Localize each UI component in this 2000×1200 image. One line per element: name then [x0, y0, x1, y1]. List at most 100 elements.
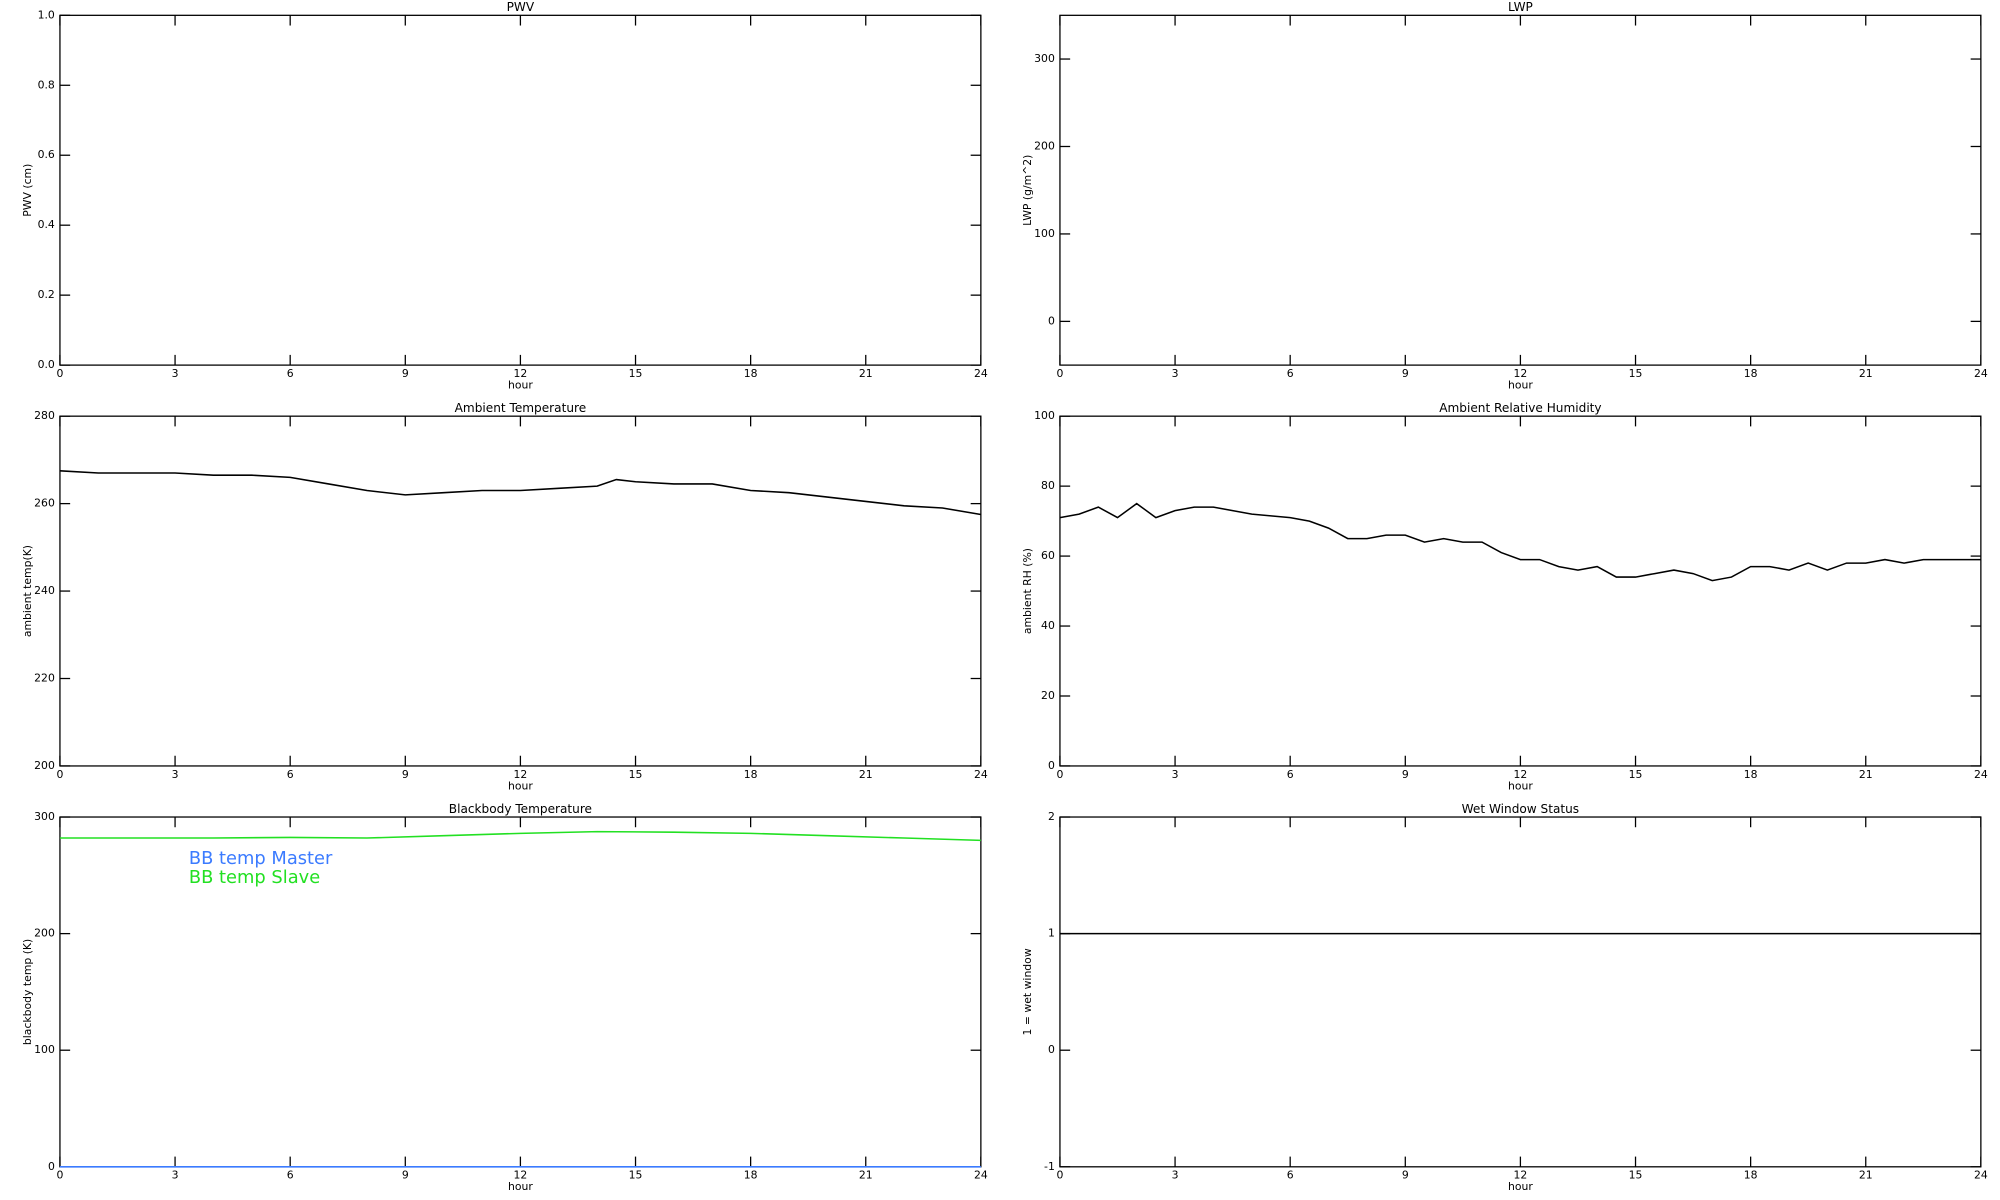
y-tick-label: 0	[1048, 759, 1055, 772]
panel: Blackbody Temperature hour blackbody temp …	[21, 802, 988, 1193]
x-tick-label: 0	[1057, 768, 1064, 781]
panel: Ambient Temperature hour ambient temp(K) 0 3…	[21, 401, 988, 792]
x-tick-label: 0	[57, 1169, 64, 1182]
x-tick-label: 15	[629, 768, 643, 781]
x-tick-label: 6	[1287, 367, 1294, 380]
x-tick-label: 18	[744, 768, 758, 781]
x-axis-label: hour	[508, 1180, 533, 1193]
y-tick-label: 1	[1048, 927, 1055, 940]
y-tick-label: 0	[1048, 1043, 1055, 1056]
x-tick-label: 3	[172, 768, 179, 781]
chart-title: Blackbody Temperature	[449, 802, 592, 816]
x-tick-label: 9	[1402, 768, 1409, 781]
x-tick-label: 21	[1859, 367, 1873, 380]
y-tick-label: 200	[34, 927, 55, 940]
y-axis-label: LWP (g/m^2)	[1021, 155, 1034, 226]
legend-entry: BB temp Master	[189, 848, 333, 869]
x-tick-label: 18	[744, 1169, 758, 1182]
x-tick-label: 0	[57, 367, 64, 380]
panel: PWV hour PWV (cm) 0 3 6 9 12 15 18 21 24 0.0 0.2 0.4 0.…	[21, 0, 988, 391]
x-axis-label: hour	[508, 379, 533, 392]
x-tick-label: 12	[514, 768, 528, 781]
x-axis-label: hour	[1508, 779, 1533, 792]
x-tick-label: 6	[1287, 1169, 1294, 1182]
x-tick-label: 24	[974, 1169, 988, 1182]
x-tick-label: 6	[287, 1169, 294, 1182]
x-tick-label: 9	[402, 1169, 409, 1182]
y-tick-label: 100	[1034, 409, 1055, 422]
x-tick-label: 18	[1744, 768, 1758, 781]
x-tick-label: 21	[859, 367, 873, 380]
y-tick-label: 80	[1041, 479, 1055, 492]
x-tick-label: 3	[1172, 367, 1179, 380]
x-tick-label: 24	[974, 367, 988, 380]
panel: LWP hour LWP (g/m^2) 0 3 6 9 12 15 18 21 24 0 100 200 3…	[1021, 0, 1988, 391]
x-tick-label: 15	[1629, 367, 1643, 380]
data-line	[59, 830, 981, 842]
chart-title: Ambient Temperature	[455, 401, 587, 415]
x-tick-label: 12	[514, 367, 528, 380]
x-axis-label: hour	[1508, 1180, 1533, 1193]
y-tick-label: 200	[1034, 139, 1055, 152]
x-tick-label: 15	[1629, 1169, 1643, 1182]
x-tick-label: 12	[514, 1169, 528, 1182]
x-tick-label: 21	[1859, 1169, 1873, 1182]
x-tick-label: 12	[1514, 768, 1528, 781]
y-tick-label: 240	[34, 584, 55, 597]
x-tick-label: 3	[172, 1169, 179, 1182]
y-tick-label: 0.6	[38, 148, 55, 161]
y-tick-label: 220	[34, 672, 55, 685]
x-tick-label: 12	[1514, 367, 1528, 380]
x-tick-label: 24	[1974, 768, 1988, 781]
x-tick-label: 3	[1172, 1169, 1179, 1182]
y-tick-label: 0.2	[38, 288, 55, 301]
y-tick-label: 100	[34, 1043, 55, 1056]
y-tick-label: 60	[1041, 549, 1055, 562]
y-axis-label: 1 = wet window	[1021, 948, 1034, 1035]
x-tick-label: 9	[1402, 367, 1409, 380]
y-tick-label: 280	[34, 409, 55, 422]
plot-frame	[1059, 14, 1982, 366]
plot-frame	[59, 415, 982, 767]
x-tick-label: 9	[402, 367, 409, 380]
y-tick-label: 2	[1048, 810, 1055, 823]
y-tick-label: 0.4	[38, 218, 55, 231]
y-tick-label: 200	[34, 759, 55, 772]
x-tick-label: 6	[287, 367, 294, 380]
x-axis-label: hour	[1508, 379, 1533, 392]
legend-entry: BB temp Slave	[189, 867, 320, 888]
y-tick-label: 300	[1034, 52, 1055, 65]
x-tick-label: 0	[1057, 1169, 1064, 1182]
chart-title: PWV	[507, 0, 535, 14]
x-tick-label: 6	[287, 768, 294, 781]
data-line	[1059, 502, 1981, 582]
y-axis-label: PWV (cm)	[21, 164, 34, 217]
x-tick-label: 24	[974, 768, 988, 781]
y-axis-label: ambient temp(K)	[21, 545, 34, 637]
x-tick-label: 0	[1057, 367, 1064, 380]
chart-title: Wet Window Status	[1462, 802, 1579, 816]
y-tick-label: 0	[48, 1160, 55, 1173]
chart-title: Ambient Relative Humidity	[1439, 401, 1601, 415]
x-tick-label: 21	[859, 768, 873, 781]
x-tick-label: 15	[629, 1169, 643, 1182]
panel: Wet Window Status hour 1 = wet window 0 3 6 9 1…	[1021, 802, 1988, 1193]
y-tick-label: 260	[34, 497, 55, 510]
x-tick-label: 0	[57, 768, 64, 781]
panel: Ambient Relative Humidity hour ambient RH …	[1021, 401, 1988, 792]
plot-frame	[1059, 415, 1982, 767]
x-tick-label: 18	[1744, 367, 1758, 380]
y-tick-label: 0.8	[38, 78, 55, 91]
x-tick-label: 9	[402, 768, 409, 781]
plot-frame	[59, 14, 982, 366]
data-line	[59, 470, 981, 516]
x-tick-label: 18	[744, 367, 758, 380]
x-tick-label: 6	[1287, 768, 1294, 781]
plot-frame	[1059, 816, 1982, 1168]
y-tick-label: 1.0	[38, 8, 55, 21]
chart-title: LWP	[1508, 0, 1533, 14]
x-tick-label: 15	[1629, 768, 1643, 781]
x-axis-label: hour	[508, 779, 533, 792]
y-tick-label: 300	[34, 810, 55, 823]
